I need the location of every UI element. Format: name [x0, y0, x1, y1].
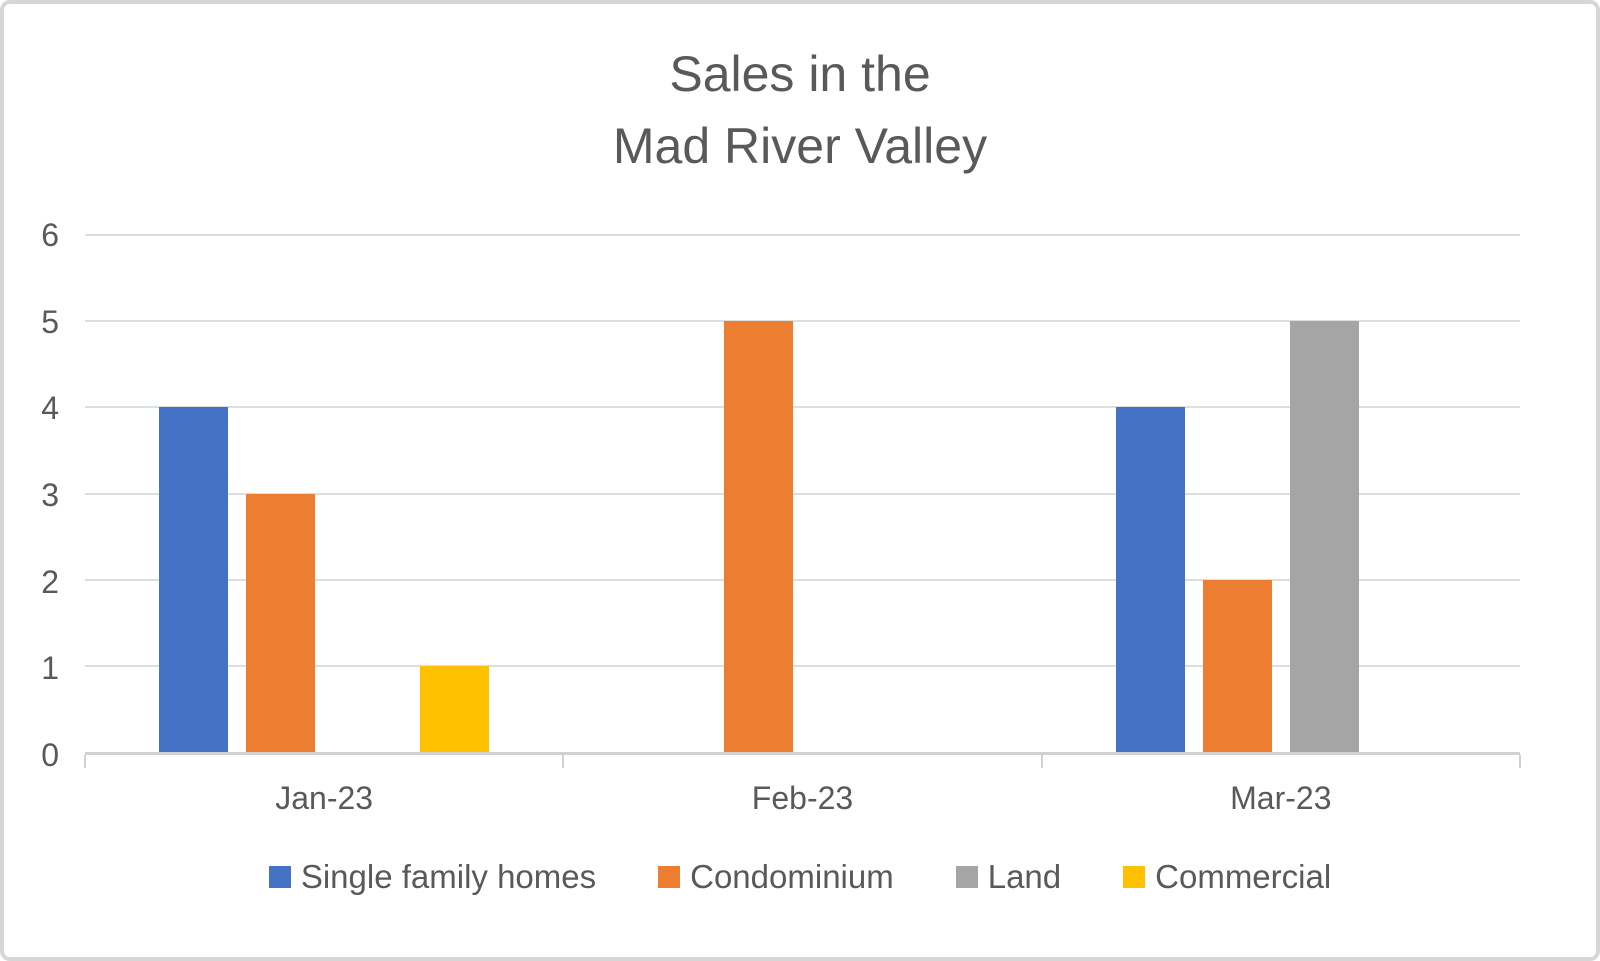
gridline [85, 578, 1520, 581]
x-axis-tick [84, 755, 86, 768]
y-tick-label: 4 [41, 390, 59, 427]
y-tick-label: 5 [41, 303, 59, 340]
legend-swatch-icon [268, 866, 291, 888]
y-tick-label: 3 [41, 477, 59, 513]
category-group-jan-23 [85, 235, 563, 752]
x-axis-label-mar-23: Mar-23 [1230, 780, 1332, 816]
x-axis-tick [1519, 755, 1521, 768]
x-axis-label-jan-23: Jan-23 [275, 780, 374, 816]
gridline [85, 320, 1520, 323]
bar-condominium-jan-23 [246, 493, 316, 752]
gridline [85, 234, 1520, 236]
x-axis-tick [1040, 755, 1043, 768]
legend-label: Land [987, 858, 1062, 895]
legend-label: Commercial [1155, 858, 1332, 895]
legend-item-land: Land [955, 858, 1062, 896]
legend-label: Condominium [690, 858, 894, 895]
bar-groups [85, 235, 1520, 752]
category-group-mar-23 [1042, 235, 1520, 752]
y-tick-label: 6 [41, 217, 59, 253]
x-axis-tick [562, 755, 565, 768]
y-axis: 0 1 2 3 4 5 6 [25, 219, 85, 771]
bar-condominium-feb-23 [724, 321, 794, 752]
x-ticks [84, 752, 1521, 768]
legend-swatch-icon [658, 866, 681, 888]
x-axis-label-feb-23: Feb-23 [751, 780, 854, 816]
legend: Single family homes Condominium Land Commer… [4, 858, 1596, 896]
legend-swatch-icon [955, 866, 978, 888]
gridline [85, 406, 1520, 409]
gridline [85, 492, 1520, 495]
chart-title-line-2: Mad River Valley [612, 118, 988, 174]
legend-swatch-icon [1123, 866, 1146, 888]
gridline [85, 664, 1520, 667]
legend-item-condominium: Condominium [658, 858, 894, 896]
bar-single-family-homes-mar-23 [1115, 407, 1185, 752]
y-tick-label: 1 [41, 650, 59, 687]
category-group-feb-23 [563, 235, 1041, 752]
legend-item-single-family-homes: Single family homes [268, 858, 597, 896]
chart-title-line-1: Sales in the [669, 46, 931, 102]
legend-label: Single family homes [300, 858, 597, 895]
bar-land-mar-23 [1289, 321, 1359, 752]
bar-condominium-mar-23 [1202, 579, 1272, 752]
y-tick-label: 0 [41, 737, 59, 773]
bar-single-family-homes-jan-23 [159, 407, 229, 752]
x-axis: Jan-23 Feb-23 Mar-23 [85, 780, 1520, 817]
plot-area [84, 234, 1521, 768]
chart-title: Sales in the Mad River Valley [4, 38, 1596, 182]
legend-item-commercial: Commercial [1123, 858, 1331, 896]
bar-commercial-jan-23 [420, 665, 490, 752]
chart-body: 0 1 2 3 4 5 6 [25, 219, 1521, 771]
y-tick-label: 2 [41, 563, 59, 600]
